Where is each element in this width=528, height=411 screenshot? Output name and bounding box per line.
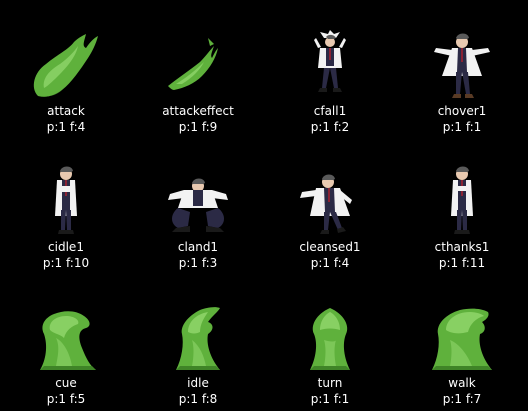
slime-attack-icon (16, 28, 116, 102)
sprite-name: cthanks1 (434, 240, 490, 254)
sprite-name: idle (187, 376, 209, 390)
sprite-cell-cthanks1[interactable]: cthanks1 p:1 f:11 (396, 136, 528, 270)
slime-idle-icon (148, 300, 248, 374)
sprite-cell-idle[interactable]: idle p:1 f:8 (132, 272, 264, 406)
scientist-hover-icon (412, 28, 512, 102)
sprite-cell-chover1[interactable]: chover1 p:1 f:1 (396, 0, 528, 134)
slime-cue-icon (16, 300, 116, 374)
sprite-cell-cleansed1[interactable]: cleansed1 p:1 f:4 (264, 136, 396, 270)
sprite-meta: p:1 f:4 (310, 256, 350, 270)
sprite-cell-walk[interactable]: walk p:1 f:7 (396, 272, 528, 406)
sprite-name: chover1 (437, 104, 487, 118)
sprite-name: turn (317, 376, 343, 390)
sprite-name: attack (47, 104, 85, 118)
sprite-cell-cidle1[interactable]: cidle1 p:1 f:10 (0, 136, 132, 270)
sprite-meta: p:1 f:2 (310, 120, 350, 134)
sprite-name: cue (55, 376, 77, 390)
sprite-cell-cfall1[interactable]: cfall1 p:1 f:2 (264, 0, 396, 134)
scientist-cleansed-icon (280, 164, 380, 238)
sprite-name: attackeffect (162, 104, 234, 118)
slime-turn-icon (280, 300, 380, 374)
sprite-cell-turn[interactable]: turn p:1 f:1 (264, 272, 396, 406)
scientist-fall-icon (280, 28, 380, 102)
sprite-meta: p:1 f:3 (178, 256, 218, 270)
sprite-name: cleansed1 (299, 240, 361, 254)
sprite-meta: p:1 f:11 (438, 256, 486, 270)
sprite-meta: p:1 f:8 (178, 392, 218, 406)
scientist-idle-icon (16, 164, 116, 238)
sprite-meta: p:1 f:1 (442, 120, 482, 134)
sprite-cell-cue[interactable]: cue p:1 f:5 (0, 272, 132, 406)
sprite-meta: p:1 f:5 (46, 392, 86, 406)
sprite-cell-cland1[interactable]: cland1 p:1 f:3 (132, 136, 264, 270)
sprite-meta: p:1 f:4 (46, 120, 86, 134)
sprite-meta: p:1 f:10 (42, 256, 90, 270)
sprite-cell-attackeffect[interactable]: attackeffect p:1 f:9 (132, 0, 264, 134)
scientist-thanks-icon (412, 164, 512, 238)
slime-shard-icon (148, 28, 248, 102)
sprite-name: cland1 (177, 240, 219, 254)
sprite-name: cfall1 (313, 104, 347, 118)
sprite-name: walk (448, 376, 476, 390)
sprite-meta: p:1 f:1 (310, 392, 350, 406)
sprite-meta: p:1 f:9 (178, 120, 218, 134)
sprite-meta: p:1 f:7 (442, 392, 482, 406)
slime-walk-icon (412, 300, 512, 374)
scientist-land-icon (148, 164, 248, 238)
sprite-cell-attack[interactable]: attack p:1 f:4 (0, 0, 132, 134)
sprite-name: cidle1 (48, 240, 84, 254)
